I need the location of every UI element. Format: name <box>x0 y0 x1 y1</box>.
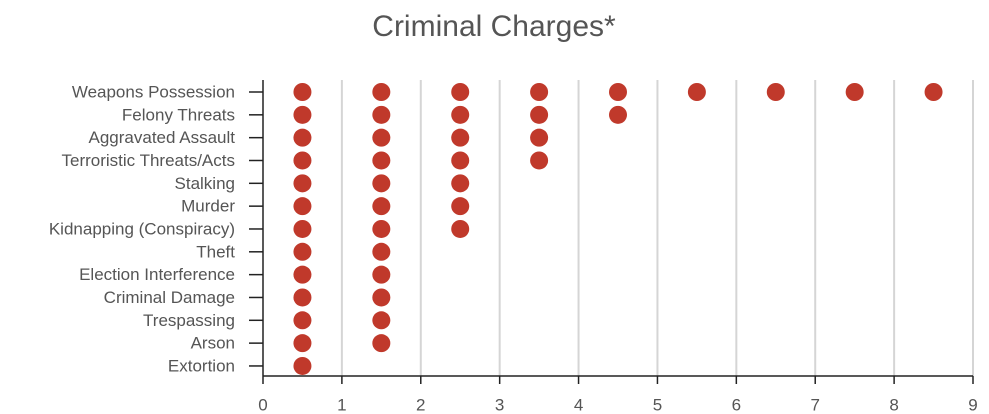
dot <box>451 219 470 238</box>
x-tick-label: 7 <box>810 395 819 414</box>
x-tick-label: 2 <box>416 395 425 414</box>
x-tick-label: 8 <box>889 395 898 414</box>
dot <box>372 83 391 101</box>
dot <box>293 242 312 261</box>
y-tick-label: Weapons Possession <box>72 82 235 101</box>
dot <box>293 197 312 216</box>
y-tick-label: Arson <box>191 334 235 353</box>
dot <box>293 219 312 238</box>
y-tick-label: Terroristic Threats/Acts <box>61 151 235 170</box>
dot <box>451 174 470 193</box>
dot <box>372 242 391 261</box>
dot <box>924 83 943 101</box>
dot <box>609 105 627 124</box>
y-tick-label: Aggravated Assault <box>89 128 236 147</box>
dot <box>687 83 706 101</box>
y-tick-label: Extortion <box>168 356 235 375</box>
chart-title: Criminal Charges* <box>372 10 616 43</box>
y-tick-label: Trespassing <box>143 311 235 330</box>
dot <box>372 219 391 238</box>
x-tick-label: 1 <box>337 395 346 414</box>
dot <box>530 83 549 101</box>
dot <box>372 288 391 307</box>
dot <box>766 83 785 101</box>
dot <box>451 197 470 216</box>
dot <box>293 105 312 124</box>
y-tick-label: Felony Threats <box>122 105 235 124</box>
dot <box>293 334 312 353</box>
dot <box>609 83 627 101</box>
dot <box>372 151 391 170</box>
dot <box>293 311 312 330</box>
dot <box>293 356 312 375</box>
dot <box>451 151 470 170</box>
x-tick-label: 3 <box>495 395 504 414</box>
x-tick-label: 6 <box>732 395 741 414</box>
y-tick-label: Criminal Damage <box>104 288 235 307</box>
dot <box>372 174 391 193</box>
dot <box>293 174 312 193</box>
dot <box>451 128 470 147</box>
dot <box>293 83 312 101</box>
dot <box>451 83 470 101</box>
dot <box>372 311 391 330</box>
y-tick-label: Theft <box>196 242 235 261</box>
y-tick-label: Election Interference <box>79 265 235 284</box>
dot <box>530 128 549 147</box>
x-tick-label: 4 <box>574 395 583 414</box>
y-tick-label: Stalking <box>175 174 235 193</box>
dot <box>530 151 549 170</box>
dot <box>372 128 391 147</box>
dot <box>293 265 312 284</box>
dot <box>451 105 470 124</box>
x-tick-label: 0 <box>258 395 267 414</box>
x-tick-label: 5 <box>653 395 662 414</box>
dot <box>293 288 312 307</box>
y-tick-label: Murder <box>181 197 235 216</box>
dot <box>372 334 391 353</box>
dot <box>293 128 312 147</box>
dot <box>293 151 312 170</box>
dot <box>372 105 391 124</box>
dot <box>530 105 549 124</box>
x-tick-label: 9 <box>968 395 977 414</box>
y-tick-label: Kidnapping (Conspiracy) <box>49 219 235 238</box>
dot <box>372 197 391 216</box>
dot <box>372 265 391 284</box>
dot <box>845 83 864 101</box>
